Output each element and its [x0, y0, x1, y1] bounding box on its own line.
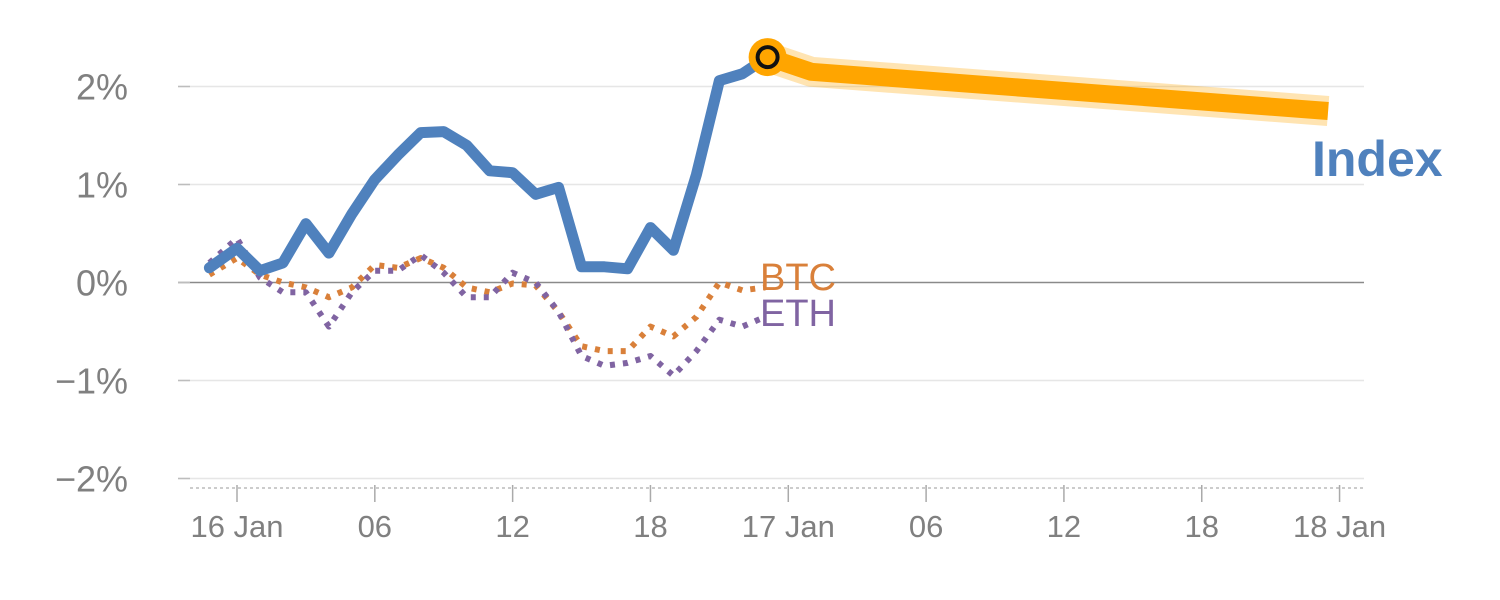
series-label-eth: ETH — [760, 293, 836, 335]
y-tick-label-0: 2% — [76, 67, 128, 108]
x-tick-label-7: 18 — [1184, 509, 1218, 544]
y-tick-label-4: −2% — [55, 459, 128, 500]
series-line-index — [203, 51, 774, 277]
x-tick-label-4: 17 Jan — [742, 509, 835, 544]
x-tick-label-2: 12 — [495, 509, 529, 544]
series-group — [203, 38, 1330, 379]
series-label-index: Index — [1312, 131, 1443, 187]
series-line-eth — [207, 235, 767, 379]
series-label-btc: BTC — [760, 257, 836, 299]
x-tick-label-8: 18 Jan — [1293, 509, 1386, 544]
series-line-btc — [207, 255, 766, 355]
y-tick-label-1: 1% — [76, 165, 128, 206]
x-tick-label-6: 12 — [1047, 509, 1081, 544]
axes: 2% 1% 0% −1% −2% 16 Jan 06 12 18 17 Jan 06 12 18 18 J… — [55, 67, 1386, 545]
series-labels: BTC ETH Index — [760, 131, 1443, 335]
x-tick-label-0: 16 Jan — [190, 509, 283, 544]
current-marker-dot — [755, 45, 780, 70]
x-tick-label-3: 18 — [633, 509, 667, 544]
x-tick-label-1: 06 — [358, 509, 392, 544]
y-tick-label-2: 0% — [76, 263, 128, 304]
y-tick-label-3: −1% — [55, 361, 128, 402]
x-tick-label-5: 06 — [909, 509, 943, 544]
